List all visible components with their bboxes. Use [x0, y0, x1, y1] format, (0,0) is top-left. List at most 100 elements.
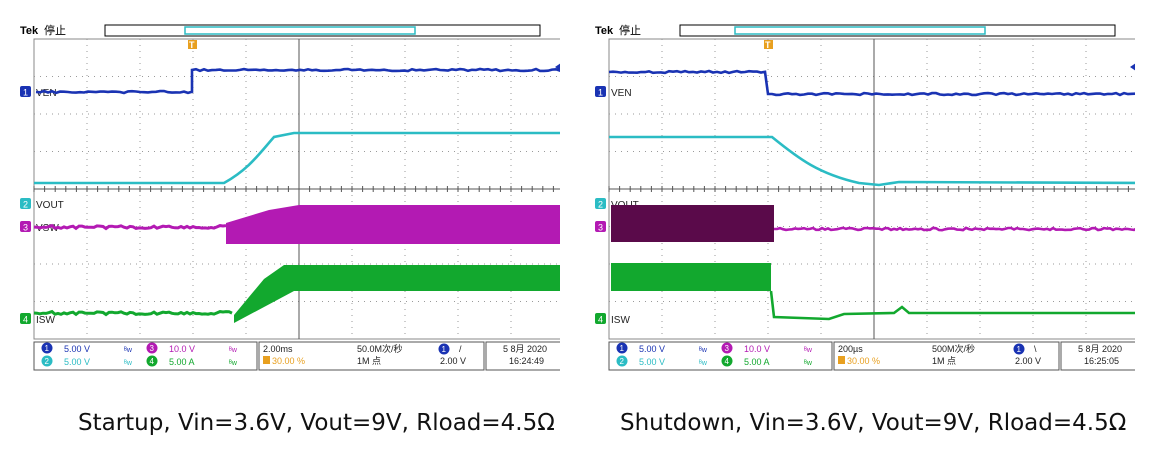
record-length-label: 1M 点: [932, 356, 956, 366]
trigger-pos-marker: [838, 356, 845, 364]
time-label: 16:24:49: [509, 356, 544, 366]
readout-scale-4: 5.00 A: [744, 357, 770, 367]
readout-chip-id-2: 2: [45, 357, 50, 366]
bw-limit-icon: ᴮw: [804, 360, 813, 367]
readout-chip-id-3: 3: [725, 344, 730, 353]
trace-isw: [33, 309, 233, 317]
trigger-position-label: 30.00 %: [847, 356, 880, 366]
channel-label-isw: ISW: [611, 315, 630, 326]
channel-marker-2: [20, 198, 31, 209]
channel-marker-4: [595, 313, 606, 324]
readout-scale-3: 10.0 V: [169, 344, 195, 354]
record-window: [184, 26, 416, 35]
trace-vout: [34, 131, 560, 185]
trigger-position-label: 30.00 %: [272, 356, 305, 366]
readout-chip-id-1: 1: [45, 344, 50, 353]
readout-chip-id-4: 4: [725, 357, 730, 366]
readout-panel: 1 5.00 V ᴮw 3 10.0 V ᴮw 2 5.00 V ᴮw 4 5.00 A ᴮw 200µ…: [608, 341, 1135, 371]
bw-limit-icon: ᴮw: [124, 347, 133, 354]
channel-marker-4: [20, 313, 31, 324]
readout-scale-2: 5.00 V: [639, 357, 665, 367]
trigger-slope-icon: \: [1034, 344, 1037, 354]
trigger-level-label: 2.00 V: [440, 356, 466, 366]
trace-vsw-switching: [611, 205, 774, 242]
readout-chip-id-4: 4: [150, 357, 155, 366]
record-bar: [679, 24, 1116, 37]
readout-scale-1: 5.00 V: [639, 344, 665, 354]
status-label: 停止: [44, 23, 66, 37]
channel-marker-id-4: 4: [23, 315, 28, 325]
channel-marker-id-2: 2: [598, 200, 603, 210]
timebase-label: 2.00ms: [263, 344, 293, 354]
trigger-level-marker: [555, 63, 560, 71]
trigger-source-id: 1: [442, 345, 447, 354]
trace-vsw: [33, 223, 227, 231]
bw-limit-icon: ᴮw: [229, 347, 238, 354]
trigger-source-chip: [1013, 343, 1025, 355]
readout-scale-4: 5.00 A: [169, 357, 195, 367]
readout-scale-1: 5.00 V: [64, 344, 90, 354]
channel-marker-id-1: 1: [598, 88, 603, 98]
channel-label-ven: VEN: [611, 88, 632, 99]
sample-rate-label: 500M次/秒: [932, 343, 975, 354]
trace-isw-switching: [234, 265, 560, 323]
channel-readout-box: [608, 341, 833, 371]
bw-limit-icon: ᴮw: [229, 360, 238, 367]
trigger-marker-label: T: [765, 40, 771, 50]
readout-chip-3: [721, 342, 733, 354]
trace-isw: [769, 290, 1135, 321]
channel-marker-id-3: 3: [598, 223, 603, 233]
readout-chip-id-1: 1: [620, 344, 625, 353]
status-label: 停止: [619, 23, 641, 37]
trace-ven: [608, 69, 1135, 97]
trace-vsw-switching: [226, 205, 560, 244]
channel-label-ven: VEN: [36, 88, 57, 99]
channel-marker-3: [595, 221, 606, 232]
trace-isw-switching: [611, 263, 771, 291]
readout-chip-3: [146, 342, 158, 354]
channel-marker-id-3: 3: [23, 223, 28, 233]
channel-marker-1: [20, 86, 31, 97]
trigger-marker-label: T: [189, 40, 195, 50]
trigger-level-label: 2.00 V: [1015, 356, 1041, 366]
datetime-box: [1060, 341, 1135, 371]
trigger-marker-bg: [764, 40, 773, 49]
trigger-source-id: 1: [1017, 345, 1022, 354]
channel-marker-1: [595, 86, 606, 97]
record-bar: [104, 24, 541, 37]
brand-label: Tek: [595, 25, 614, 37]
trace-vout: [609, 135, 1135, 187]
readout-chip-4: [721, 355, 733, 367]
readout-chip-2: [41, 355, 53, 367]
bw-limit-icon: ᴮw: [699, 347, 708, 354]
bw-limit-icon: ᴮw: [804, 347, 813, 354]
trace-ven: [35, 67, 560, 95]
readout-chip-1: [616, 342, 628, 354]
record-window: [734, 26, 986, 35]
trigger-pos-marker: [263, 356, 270, 364]
datetime-box: [485, 341, 560, 371]
readout-scale-3: 10.0 V: [744, 344, 770, 354]
time-label: 16:25:05: [1084, 356, 1119, 366]
record-length-label: 1M 点: [357, 356, 381, 366]
timebase-label: 200µs: [838, 344, 863, 354]
readout-scale-2: 5.00 V: [64, 357, 90, 367]
caption-startup: Startup, Vin=3.6V, Vout=9V, Rload=4.5Ω: [78, 410, 555, 436]
channel-label-vout: VOUT: [36, 200, 64, 211]
channel-marker-2: [595, 198, 606, 209]
channel-marker-id-1: 1: [23, 88, 28, 98]
channel-label-isw: ISW: [36, 315, 55, 326]
sample-rate-label: 50.0M次/秒: [357, 343, 403, 354]
channel-marker-3: [20, 221, 31, 232]
date-label: 5 8月 2020: [503, 344, 547, 354]
trigger-marker-bg: [188, 40, 197, 49]
readout-chip-id-2: 2: [620, 357, 625, 366]
readout-panel: 1 5.00 V ᴮw 3 10.0 V ᴮw 2 5.00 V ᴮw 4 5.00 A ᴮw 2.00…: [33, 341, 560, 371]
trigger-slope-icon: /: [459, 344, 462, 354]
date-label: 5 8月 2020: [1078, 344, 1122, 354]
